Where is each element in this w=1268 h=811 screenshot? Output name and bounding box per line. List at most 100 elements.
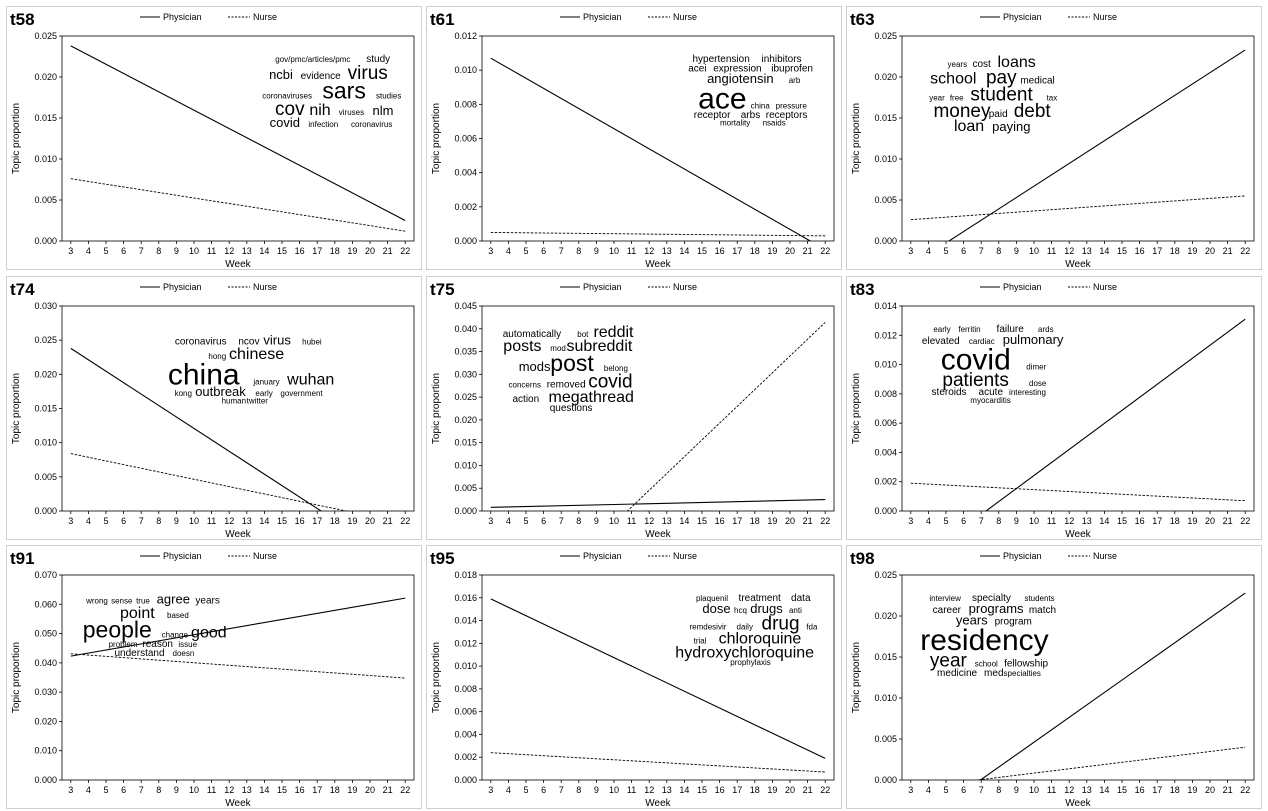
x-tick-label: 5 xyxy=(943,246,948,256)
x-tick-label: 3 xyxy=(908,785,913,795)
x-tick-label: 17 xyxy=(1152,246,1162,256)
y-tick-label: 0.015 xyxy=(34,113,57,123)
y-tick-label: 0.060 xyxy=(34,599,57,609)
word-hubei: hubei xyxy=(302,338,322,347)
word-agree: agree xyxy=(157,592,190,607)
panel-id-label: t98 xyxy=(850,549,875,568)
word-coronavirus: coronavirus xyxy=(175,337,227,348)
y-tick-label: 0.020 xyxy=(874,72,897,82)
x-tick-label: 12 xyxy=(224,785,234,795)
x-tick-label: 3 xyxy=(68,246,73,256)
panel-border xyxy=(7,546,422,809)
y-tick-label: 0.015 xyxy=(34,404,57,414)
x-tick-label: 7 xyxy=(979,246,984,256)
x-tick-label: 6 xyxy=(541,516,546,526)
x-tick-label: 9 xyxy=(1014,785,1019,795)
x-tick-label: 17 xyxy=(732,785,742,795)
x-tick-label: 8 xyxy=(156,246,161,256)
word-sars: sars xyxy=(322,78,365,104)
x-tick-label: 10 xyxy=(1029,246,1039,256)
x-tick-label: 19 xyxy=(1187,246,1197,256)
y-axis-label: Topic proportion xyxy=(11,642,22,713)
x-tick-label: 7 xyxy=(559,246,564,256)
y-tick-label: 0.070 xyxy=(34,570,57,580)
panel-id-label: t74 xyxy=(10,280,35,299)
x-tick-label: 15 xyxy=(277,246,287,256)
x-tick-label: 21 xyxy=(1223,246,1233,256)
x-tick-label: 3 xyxy=(488,516,493,526)
y-axis-label: Topic proportion xyxy=(431,642,442,713)
y-tick-label: 0.002 xyxy=(874,477,897,487)
legend-nurse-label: Nurse xyxy=(253,12,277,22)
x-tick-label: 10 xyxy=(189,246,199,256)
x-tick-label: 22 xyxy=(1240,785,1250,795)
y-tick-label: 0.040 xyxy=(34,658,57,668)
x-tick-label: 10 xyxy=(609,246,619,256)
x-tick-label: 5 xyxy=(943,785,948,795)
y-tick-label: 0.025 xyxy=(34,335,57,345)
x-tick-label: 21 xyxy=(1223,785,1233,795)
x-tick-label: 12 xyxy=(644,516,654,526)
word-ferritin: ferritin xyxy=(958,325,980,334)
x-tick-label: 12 xyxy=(1064,785,1074,795)
y-tick-label: 0.006 xyxy=(454,707,477,717)
x-tick-label: 5 xyxy=(523,246,528,256)
x-tick-label: 9 xyxy=(594,516,599,526)
chart-panel-t83: t83 Physician Nurse 0.000 0.002 0.004 0.006 0.0… xyxy=(846,276,1262,540)
x-tick-label: 19 xyxy=(347,785,357,795)
panel-border xyxy=(7,277,422,540)
x-tick-label: 13 xyxy=(242,785,252,795)
y-tick-label: 0.004 xyxy=(874,447,897,457)
word-ncbi: ncbi xyxy=(269,67,293,82)
x-tick-label: 14 xyxy=(1099,516,1109,526)
x-tick-label: 20 xyxy=(1205,246,1215,256)
chart-panel-t98: t98 Physician Nurse 0.000 0.005 0.010 0.015 0.0… xyxy=(846,545,1262,809)
x-axis-label: Week xyxy=(645,259,671,270)
word-data: data xyxy=(791,593,811,604)
x-tick-label: 10 xyxy=(609,785,619,795)
panel-id-label: t75 xyxy=(430,280,455,299)
x-tick-label: 8 xyxy=(156,516,161,526)
y-tick-label: 0.006 xyxy=(874,418,897,428)
x-tick-label: 12 xyxy=(1064,246,1074,256)
x-tick-label: 12 xyxy=(644,246,654,256)
word-loan: loan xyxy=(954,118,984,135)
x-tick-label: 18 xyxy=(750,246,760,256)
word-mortality: mortality xyxy=(720,118,750,127)
y-tick-label: 0.010 xyxy=(454,661,477,671)
word-myocarditis: myocarditis xyxy=(970,396,1010,405)
y-tick-label: 0.004 xyxy=(454,168,477,178)
x-tick-label: 4 xyxy=(86,516,91,526)
x-tick-label: 16 xyxy=(295,785,305,795)
word-match: match xyxy=(1029,605,1056,616)
panel-id-label: t63 xyxy=(850,10,875,29)
y-tick-label: 0.010 xyxy=(874,154,897,164)
chart-svg-t83: t83 Physician Nurse0.0000.0020.0040.0060.0… xyxy=(846,276,1262,540)
x-tick-label: 20 xyxy=(365,246,375,256)
x-tick-label: 11 xyxy=(1047,246,1056,256)
word-covid: covid xyxy=(270,115,300,130)
x-tick-label: 9 xyxy=(1014,516,1019,526)
y-tick-label: 0.005 xyxy=(34,472,57,482)
chart-panel-t61: t61 Physician Nurse 0.000 0.002 0.004 0.006 0.0… xyxy=(426,6,842,270)
x-tick-label: 19 xyxy=(767,516,777,526)
x-axis-label: Week xyxy=(225,798,251,809)
word-wuhan: wuhan xyxy=(286,371,334,388)
x-tick-label: 15 xyxy=(1117,246,1127,256)
word-government: government xyxy=(280,389,323,398)
word-wrong: wrong xyxy=(85,597,108,606)
x-tick-label: 15 xyxy=(277,785,287,795)
x-tick-label: 4 xyxy=(506,246,511,256)
word-dose: dose xyxy=(702,601,730,616)
x-tick-label: 5 xyxy=(523,516,528,526)
x-tick-label: 16 xyxy=(1135,516,1145,526)
x-tick-label: 9 xyxy=(174,785,179,795)
y-tick-label: 0.005 xyxy=(874,734,897,744)
chart-panel-t75: t75 Physician Nurse 0.000 0.005 0.010 0.015 0.0… xyxy=(426,276,842,540)
y-axis-label: Topic proportion xyxy=(431,373,442,444)
word-concerns: concerns xyxy=(509,381,541,390)
x-tick-label: 14 xyxy=(679,785,689,795)
word-studies: studies xyxy=(376,92,401,101)
y-tick-label: 0.000 xyxy=(454,506,477,516)
x-tick-label: 15 xyxy=(1117,785,1127,795)
